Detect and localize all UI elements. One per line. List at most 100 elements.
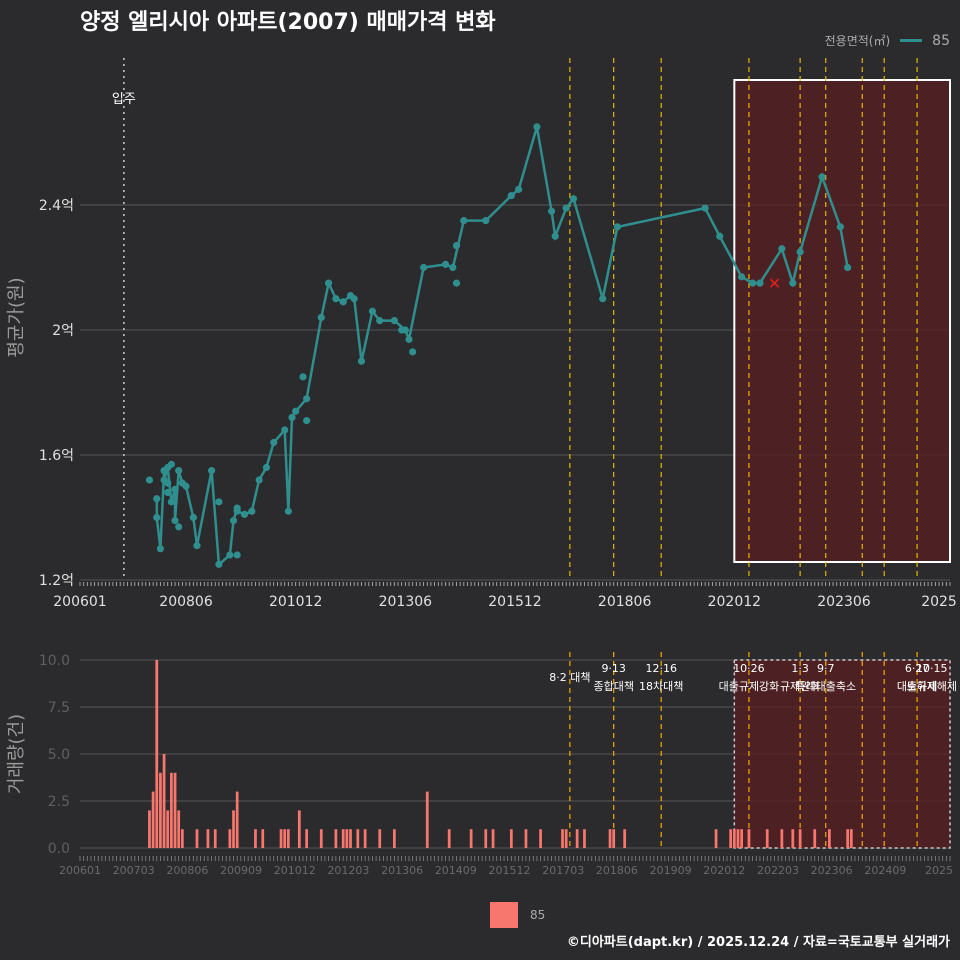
price-point <box>281 426 289 434</box>
policy-label: 종합대책 <box>593 680 633 693</box>
price-point <box>193 542 201 550</box>
price-point <box>270 438 278 447</box>
price-point <box>292 407 300 415</box>
volume-bar <box>791 829 795 848</box>
volume-bar <box>170 772 173 848</box>
price-point <box>189 513 197 522</box>
volume-bar <box>539 829 542 848</box>
y-axis-label: 평균가(원) <box>6 277 27 357</box>
x-tick-label: 201806 <box>596 864 638 877</box>
volume-bar <box>162 754 166 848</box>
highlight-box <box>733 659 951 849</box>
x-tick-label: 202203 <box>757 864 799 877</box>
x-tick-label: 2025 <box>925 864 953 877</box>
price-point <box>836 223 844 231</box>
price-point <box>215 498 223 506</box>
policy-label: 18차대책 <box>639 680 683 693</box>
price-point <box>756 279 764 287</box>
x-tick-label: 201409 <box>435 864 477 877</box>
price-point <box>262 463 271 472</box>
price-point <box>255 476 263 484</box>
policy-label: 6·27 <box>905 662 930 675</box>
y-tick-label: 0.0 <box>48 841 70 857</box>
volume-bar <box>561 829 564 848</box>
volume-bar <box>575 829 579 848</box>
x-tick-label: 201512 <box>488 594 541 610</box>
y-tick-label: 1.6억 <box>39 448 74 464</box>
price-point <box>452 242 461 250</box>
x-marker <box>769 278 780 288</box>
volume-bar <box>849 829 853 848</box>
x-tick-label: 201909 <box>650 864 692 877</box>
price-point <box>317 313 325 322</box>
volume-bar <box>206 829 210 848</box>
volume-bar <box>356 829 360 848</box>
policy-label: 특례대출축소 <box>795 680 856 693</box>
price-point <box>368 307 377 315</box>
legend-bar-swatch <box>490 902 518 928</box>
price-point <box>405 335 413 343</box>
policy-label: 9·7 <box>817 662 835 675</box>
price-point <box>240 510 249 518</box>
legend-bar-label: 85 <box>530 908 546 922</box>
volume-bar <box>261 829 265 848</box>
price-point <box>599 295 607 303</box>
price-point <box>175 467 183 475</box>
volume-bar <box>334 829 338 848</box>
price-line-chart: 1.2억 1.6억 2억 2.4억 200601 200806 201012 201306 20… <box>6 58 957 610</box>
price-point <box>303 395 311 403</box>
volume-bar <box>798 829 802 848</box>
legend-series-label: 85 <box>932 32 950 49</box>
x-tick-label: 202409 <box>864 864 906 877</box>
price-point <box>562 204 570 212</box>
volume-bar <box>740 829 744 848</box>
x-tick-label: 200601 <box>59 864 101 877</box>
y-tick-label: 10.0 <box>39 653 70 669</box>
price-point <box>248 507 256 515</box>
volume-bar <box>283 829 287 848</box>
x-tick-label: 202012 <box>708 594 761 610</box>
price-point <box>796 248 804 256</box>
volume-bar <box>729 829 733 848</box>
legend-line-swatch <box>900 39 923 42</box>
move-in-label: 입주 <box>112 92 136 107</box>
y-tick-label: 5.0 <box>48 747 70 763</box>
x-tick-label: 201306 <box>379 594 433 610</box>
volume-bar <box>349 829 352 848</box>
price-point <box>398 326 406 334</box>
volume-bar <box>392 829 396 848</box>
price-point <box>284 507 292 515</box>
price-point <box>288 413 296 422</box>
x-tick-label: 201203 <box>327 864 369 877</box>
volume-bar <box>151 791 155 848</box>
price-point <box>738 273 746 281</box>
price-point <box>156 545 165 553</box>
volume-bar <box>177 810 181 848</box>
policy-label: 규제완화 <box>780 680 820 693</box>
volume-bar <box>159 772 162 848</box>
highlight-box <box>733 79 952 563</box>
volume-bar <box>235 791 239 848</box>
price-point <box>452 279 461 287</box>
x-tick-label: 201512 <box>489 864 531 877</box>
price-point <box>332 295 340 303</box>
policy-label: 대출규제강화 <box>719 680 780 693</box>
y-axis-label: 거래량(건) <box>6 714 27 794</box>
x-tick-label: 200909 <box>220 864 262 877</box>
price-point <box>175 523 183 531</box>
x-tick-label: 202306 <box>811 864 853 877</box>
volume-bar <box>608 829 612 848</box>
policy-label: 10·26 <box>733 662 765 675</box>
price-point <box>171 517 179 525</box>
price-point <box>613 223 621 231</box>
price-point <box>482 217 490 225</box>
policy-label: 10·15 <box>916 662 948 675</box>
price-point <box>226 551 234 559</box>
volume-bar <box>173 772 177 848</box>
volume-bar <box>319 829 323 848</box>
x-tick-label: 202012 <box>703 864 745 877</box>
y-tick-label: 2.5 <box>48 794 70 810</box>
y-tick-label: 1.2억 <box>39 573 74 589</box>
volume-bar <box>714 829 718 848</box>
volume-bar <box>780 829 784 848</box>
